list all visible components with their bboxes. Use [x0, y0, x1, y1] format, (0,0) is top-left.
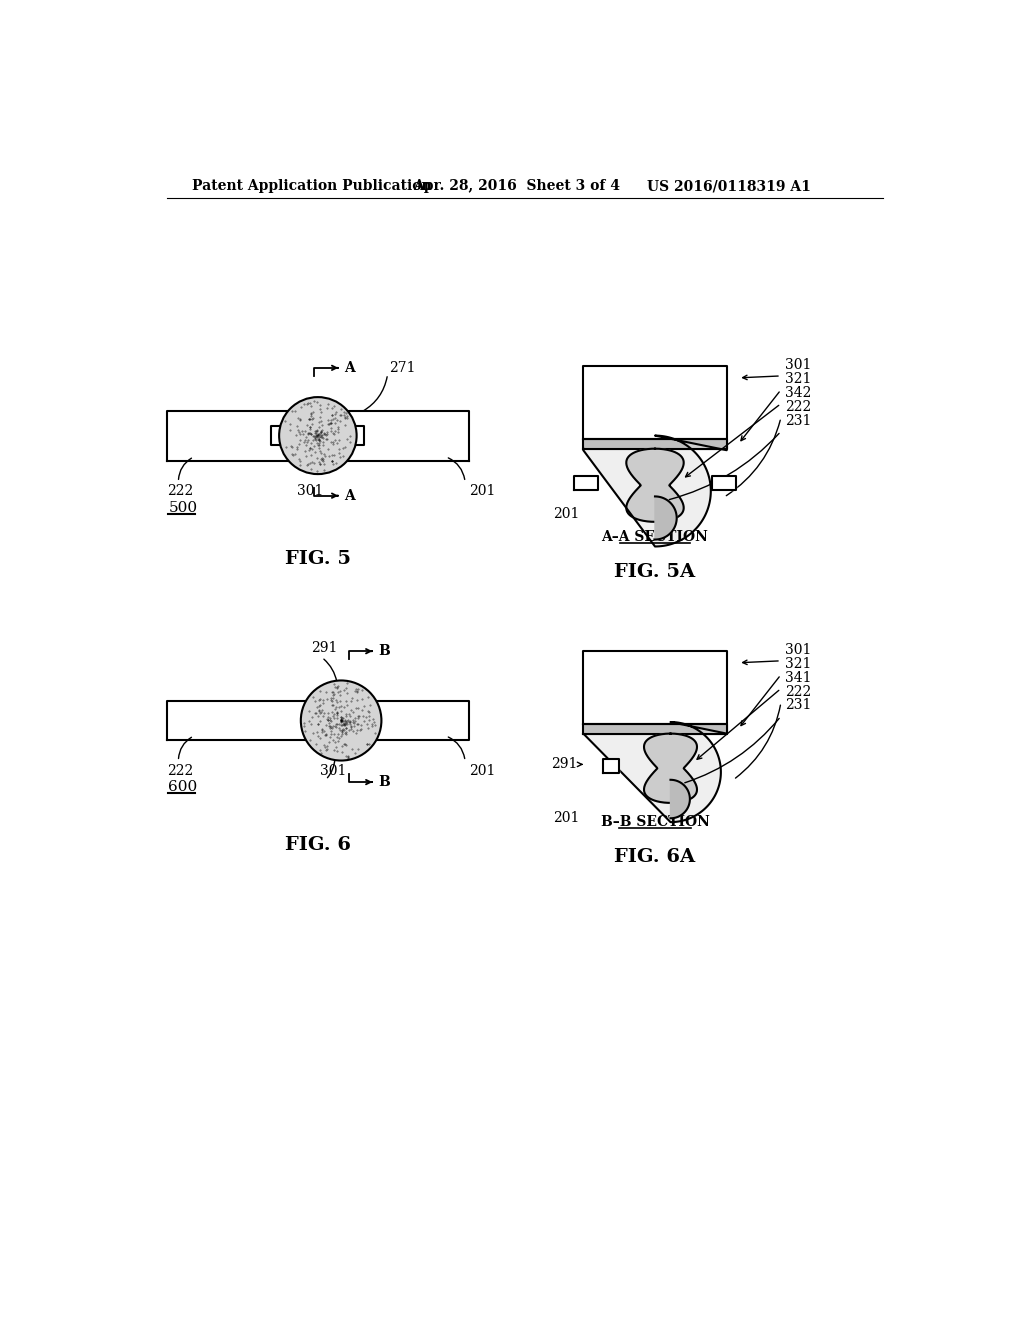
- Text: 222: 222: [784, 400, 811, 413]
- Polygon shape: [344, 411, 469, 461]
- Text: A: A: [344, 360, 355, 375]
- Text: FIG. 5A: FIG. 5A: [614, 562, 695, 581]
- Text: FIG. 6A: FIG. 6A: [614, 847, 695, 866]
- Text: B–B SECTION: B–B SECTION: [600, 816, 710, 829]
- Text: Patent Application Publication: Patent Application Publication: [191, 180, 431, 193]
- Text: 231: 231: [784, 413, 811, 428]
- Text: FIG. 5: FIG. 5: [285, 550, 351, 568]
- Polygon shape: [713, 477, 735, 490]
- Text: 222: 222: [167, 763, 193, 777]
- Text: 600: 600: [168, 780, 198, 795]
- Polygon shape: [584, 722, 727, 822]
- Text: 500: 500: [168, 502, 198, 515]
- Text: 291: 291: [551, 758, 578, 771]
- Polygon shape: [574, 477, 598, 490]
- Circle shape: [280, 397, 356, 474]
- Text: 341: 341: [784, 671, 811, 685]
- Polygon shape: [644, 734, 697, 803]
- Polygon shape: [671, 780, 690, 818]
- Text: B: B: [378, 775, 390, 789]
- Text: 201: 201: [553, 507, 580, 521]
- Text: FIG. 6: FIG. 6: [285, 837, 351, 854]
- Text: Apr. 28, 2016  Sheet 3 of 4: Apr. 28, 2016 Sheet 3 of 4: [414, 180, 621, 193]
- Text: 301: 301: [784, 643, 811, 657]
- Text: 201: 201: [553, 812, 580, 825]
- Text: 301: 301: [321, 763, 346, 777]
- Polygon shape: [584, 436, 727, 546]
- Text: 231: 231: [784, 698, 811, 713]
- Text: 301: 301: [297, 484, 324, 499]
- Polygon shape: [627, 449, 684, 521]
- Polygon shape: [584, 651, 727, 725]
- Text: 301: 301: [784, 358, 811, 372]
- Text: 222: 222: [167, 484, 193, 499]
- Polygon shape: [603, 759, 618, 774]
- Text: B: B: [378, 644, 390, 659]
- Text: 271: 271: [389, 360, 416, 375]
- Text: 321: 321: [784, 657, 811, 671]
- Text: 222: 222: [784, 685, 811, 698]
- Polygon shape: [584, 440, 727, 449]
- Text: US 2016/0118319 A1: US 2016/0118319 A1: [647, 180, 811, 193]
- Text: A: A: [344, 488, 355, 503]
- Polygon shape: [655, 496, 677, 540]
- Circle shape: [301, 681, 381, 760]
- Text: 321: 321: [784, 372, 811, 385]
- Polygon shape: [167, 701, 469, 739]
- Text: 291: 291: [311, 642, 337, 655]
- Text: 201: 201: [469, 763, 496, 777]
- Text: A–A SECTION: A–A SECTION: [601, 531, 709, 544]
- Polygon shape: [167, 411, 292, 461]
- Text: 342: 342: [784, 385, 811, 400]
- Polygon shape: [584, 725, 727, 734]
- Polygon shape: [584, 367, 727, 440]
- Text: 201: 201: [469, 484, 496, 499]
